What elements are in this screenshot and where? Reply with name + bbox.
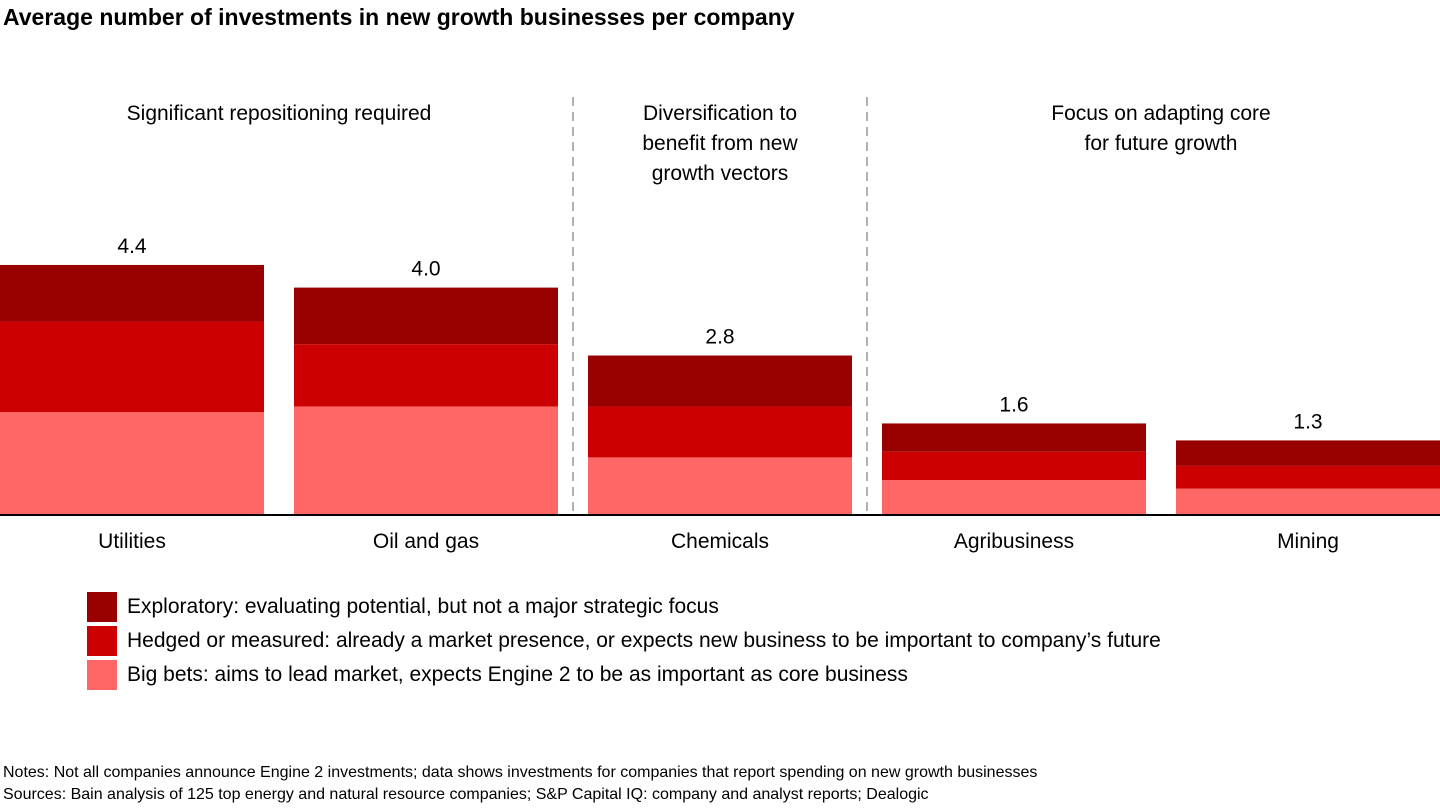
category-label: Utilities (98, 530, 166, 553)
sources-text: Sources: Bain analysis of 125 top energy… (3, 786, 929, 803)
group-label: growth vectors (652, 162, 789, 185)
bar-segment-exploratory (294, 287, 558, 345)
category-label: Mining (1277, 530, 1339, 553)
category-label: Oil and gas (373, 530, 479, 553)
total-label: 4.0 (411, 258, 440, 281)
bar-segment-hedged (0, 321, 264, 413)
legend-item: Exploratory: evaluating potential, but n… (87, 590, 1161, 623)
legend-swatch (87, 591, 117, 622)
legend-label: Big bets: aims to lead market, expects E… (127, 662, 908, 686)
legend-label: Hedged or measured: already a market pre… (127, 628, 1161, 652)
legend-swatch (87, 659, 117, 690)
bar-segment-exploratory (588, 355, 852, 407)
chart-title: Average number of investments in new gro… (3, 4, 795, 30)
bar-segment-big-bets (588, 457, 852, 514)
bar-segment-big-bets (882, 480, 1146, 514)
total-label: 4.4 (117, 235, 147, 258)
group-label: Focus on adapting core (1051, 102, 1270, 125)
legend-item: Hedged or measured: already a market pre… (87, 624, 1161, 657)
bar-segment-exploratory (0, 264, 264, 322)
legend-item: Big bets: aims to lead market, expects E… (87, 658, 1161, 691)
total-label: 1.6 (999, 393, 1028, 416)
legend-label: Exploratory: evaluating potential, but n… (127, 594, 719, 618)
bar-segment-big-bets (0, 412, 264, 514)
bar-segment-big-bets (294, 406, 558, 514)
stacked-bar-chart: 4.4 Utilities 4.0 Oil and gas 2.8 Chemicals 1.… (0, 97, 1440, 553)
total-label: 1.3 (1293, 410, 1322, 433)
legend: Exploratory: evaluating potential, but n… (87, 590, 1161, 692)
total-label: 2.8 (705, 326, 734, 349)
notes-text: Notes: Not all companies announce Engine… (3, 764, 1038, 781)
group-label: benefit from new (642, 132, 798, 155)
bar-segment-hedged (1176, 465, 1440, 489)
bar-segment-exploratory (882, 423, 1146, 452)
bar-segment-hedged (294, 344, 558, 407)
group-label: for future growth (1085, 132, 1238, 155)
legend-swatch (87, 625, 117, 656)
group-label: Significant repositioning required (127, 102, 432, 125)
footnotes: Notes: Not all companies announce Engine… (3, 762, 1037, 806)
category-label: Agribusiness (954, 530, 1074, 553)
bar-segment-hedged (882, 451, 1146, 481)
group-label: Diversification to (643, 102, 797, 125)
bar-segment-exploratory (1176, 440, 1440, 466)
category-label: Chemicals (671, 530, 769, 553)
bar-segment-hedged (588, 406, 852, 458)
bar-segment-big-bets (1176, 488, 1440, 514)
